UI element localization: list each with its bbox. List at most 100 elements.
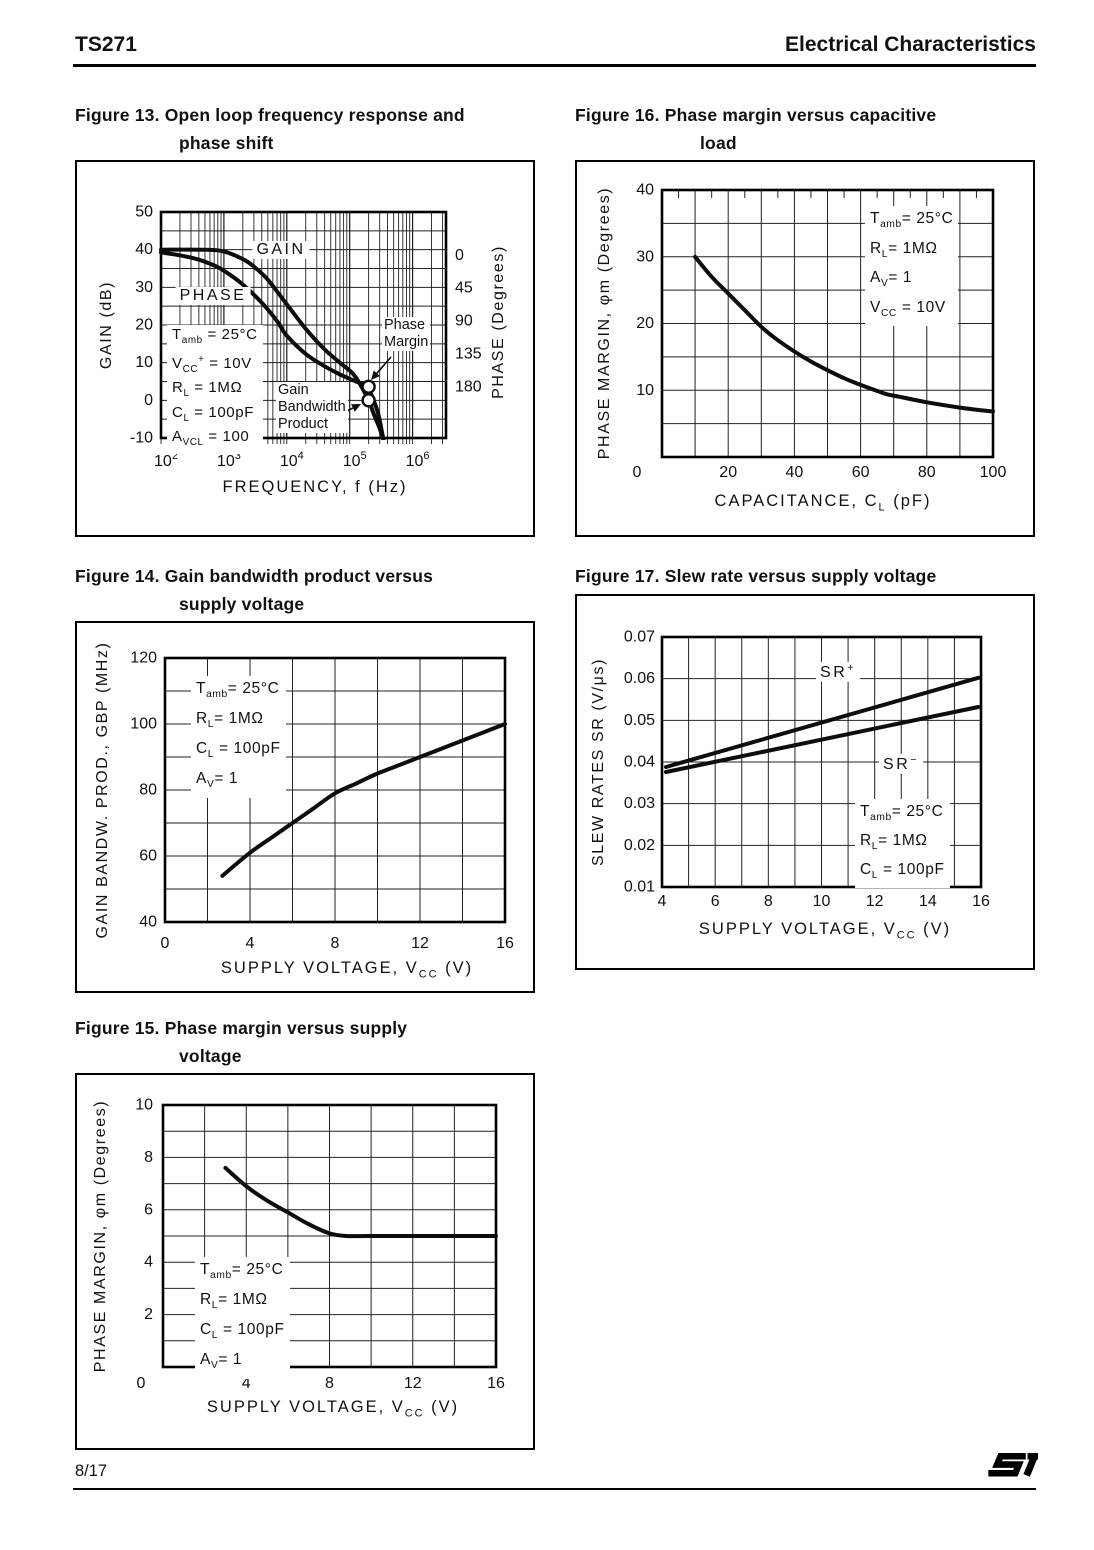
- figure-16-plot: 40 30 20 10 20 40 60 80 100 0: [575, 160, 1035, 537]
- tick-labels: 10 8 6 4 2 4 8 12 16 0: [135, 1097, 505, 1393]
- svg-text:0.03: 0.03: [624, 795, 655, 812]
- svg-text:12: 12: [866, 893, 884, 910]
- x-axis-label: FREQUENCY, f (Hz): [222, 478, 408, 496]
- svg-text:10: 10: [135, 354, 153, 371]
- series-group: [223, 1165, 498, 1239]
- svg-text:40: 40: [139, 914, 157, 931]
- svg-text:0.07: 0.07: [624, 629, 655, 646]
- svg-text:10: 10: [135, 1097, 153, 1114]
- svg-text:20: 20: [719, 464, 737, 481]
- figure-title-line: load: [700, 133, 737, 153]
- phase-margin-point: [361, 379, 376, 394]
- svg-text:2: 2: [144, 1306, 153, 1323]
- svg-text:120: 120: [130, 650, 157, 667]
- svg-text:4: 4: [144, 1254, 153, 1271]
- figure-15-chart: 10 8 6 4 2 4 8 12 16 0 PHASE MARGIN, φm (Degrees) S…: [75, 1073, 535, 1450]
- svg-text:0.02: 0.02: [624, 837, 655, 854]
- svg-text:40: 40: [135, 241, 153, 258]
- figure-14-title: Figure 14. Gain bandwidth product versus…: [75, 562, 433, 618]
- svg-text:0.04: 0.04: [624, 754, 655, 771]
- svg-text:135: 135: [455, 345, 482, 362]
- svg-text:40: 40: [636, 182, 654, 199]
- series-group: [220, 722, 507, 878]
- figure-title-line: phase shift: [179, 133, 274, 153]
- test-conditions: Tamb = 25°C VCC+ = 10V RL = 1MΩ CL = 100pF A…: [167, 325, 263, 454]
- svg-text:8: 8: [144, 1149, 153, 1166]
- y-axis-label: SLEW RATES SR (V/μs): [590, 657, 607, 867]
- footer-rule: [73, 1488, 1036, 1490]
- svg-text:105: 105: [343, 450, 367, 470]
- svg-text:0.01: 0.01: [624, 879, 655, 896]
- figure-14-chart: 120 100 80 60 40 0 4 8 12 16 GAIN BANDW. PROD., GB…: [75, 621, 535, 993]
- tick-labels: 40 30 20 10 20 40 60 80 100 0: [633, 182, 1007, 482]
- curve-gbp-vs-vcc: [220, 722, 507, 878]
- svg-text:8: 8: [764, 893, 773, 910]
- svg-text:0: 0: [455, 247, 464, 264]
- svg-text:30: 30: [636, 248, 654, 265]
- test-conditions: Tamb= 25°C RL= 1MΩ AV= 1 VCC = 10V: [865, 206, 959, 327]
- svg-text:12: 12: [404, 1375, 422, 1392]
- figure-15-title: Figure 15. Phase margin versus supply vo…: [75, 1014, 407, 1070]
- svg-text:100: 100: [130, 716, 157, 733]
- document-title: TS271: [75, 33, 137, 56]
- svg-text:20: 20: [135, 317, 153, 334]
- header-rule: [73, 64, 1036, 67]
- figure-13-chart: 50 40 30 20 10 0 -10 0 45 90 135 180 102 103 104 105 106…: [75, 160, 535, 537]
- y-axis-label: PHASE MARGIN, φm (Degrees): [92, 1099, 109, 1373]
- series-label-SR-: SR−: [879, 753, 923, 775]
- svg-text:80: 80: [918, 464, 936, 481]
- figure-16-chart: 40 30 20 10 20 40 60 80 100 0 PHASE MARGIN, φm (De…: [575, 160, 1035, 537]
- svg-text:8: 8: [331, 935, 340, 952]
- curve-SR+: [663, 675, 981, 769]
- figure-title-line: voltage: [179, 1046, 242, 1066]
- svg-text:4: 4: [242, 1375, 251, 1392]
- svg-text:4: 4: [246, 935, 255, 952]
- svg-text:12: 12: [411, 935, 429, 952]
- test-conditions: Tamb= 25°C RL= 1MΩ CL = 100pF AV= 1: [191, 676, 286, 799]
- figure-title-line: Figure 13. Open loop frequency response …: [75, 105, 465, 125]
- st-logo: [988, 1453, 1038, 1477]
- series-group: [693, 254, 995, 414]
- figure-17-plot: 0.07 0.06 0.05 0.04 0.03 0.02 0.014 6 8 10 12 14 16: [575, 594, 1035, 970]
- y2-axis-label: PHASE (Degrees): [490, 245, 507, 399]
- figure-15-plot: 10 8 6 4 2 4 8 12 16 0: [75, 1073, 535, 1450]
- svg-text:0: 0: [161, 935, 170, 952]
- svg-text:60: 60: [852, 464, 870, 481]
- svg-text:104: 104: [280, 450, 304, 470]
- svg-text:106: 106: [406, 450, 430, 470]
- curve-phase-margin-vs-vcc: [223, 1165, 498, 1239]
- svg-text:-10: -10: [130, 430, 153, 447]
- figure-14-plot: 120 100 80 60 400 4 8 12 16: [75, 621, 535, 993]
- figure-title-line: Figure 15. Phase margin versus supply: [75, 1018, 408, 1038]
- series-group: [663, 675, 981, 774]
- figure-13-title: Figure 13. Open loop frequency response …: [75, 101, 465, 157]
- y-axis-label: GAIN BANDW. PROD., GBP (MHz): [94, 641, 111, 939]
- y-axis-label: PHASE MARGIN, φm (Degrees): [596, 186, 613, 460]
- svg-text:16: 16: [496, 935, 514, 952]
- series-label-GAIN: GAIN: [252, 241, 310, 259]
- x-axis-label: SUPPLY VOLTAGE, VCC (V): [220, 959, 474, 981]
- svg-text:100: 100: [980, 464, 1007, 481]
- svg-text:16: 16: [487, 1375, 505, 1392]
- phase-margin-callout: Phase Margin: [382, 317, 431, 351]
- svg-text:20: 20: [636, 315, 654, 332]
- svg-text:50: 50: [135, 204, 153, 221]
- svg-text:40: 40: [786, 464, 804, 481]
- svg-text:0.05: 0.05: [624, 712, 655, 729]
- svg-text:14: 14: [919, 893, 937, 910]
- x-axis-label: SUPPLY VOLTAGE, VCC (V): [206, 1398, 460, 1420]
- svg-text:0: 0: [137, 1375, 146, 1392]
- tick-labels: 0.07 0.06 0.05 0.04 0.03 0.02 0.014 6 8 10 12 14 16: [624, 629, 990, 911]
- figure-title-line: Figure 16. Phase margin versus capacitiv…: [575, 105, 937, 125]
- test-conditions: Tamb= 25°C RL= 1MΩ CL = 100pF AV= 1: [195, 1257, 290, 1380]
- svg-text:10: 10: [636, 382, 654, 399]
- series-label-SR+: SR+: [816, 661, 860, 683]
- test-conditions: Tamb= 25°C RL= 1MΩ CL = 100pF: [855, 799, 950, 889]
- svg-text:6: 6: [144, 1201, 153, 1218]
- series-label-PHASE: PHASE: [175, 287, 251, 305]
- figure-title-line: supply voltage: [179, 594, 305, 614]
- svg-text:180: 180: [455, 378, 482, 395]
- y-axis-label: GAIN (dB): [98, 280, 115, 370]
- svg-text:6: 6: [711, 893, 720, 910]
- figure-17-chart: 0.07 0.06 0.05 0.04 0.03 0.02 0.01 4 6 8 10 12 14 16 S…: [575, 594, 1035, 970]
